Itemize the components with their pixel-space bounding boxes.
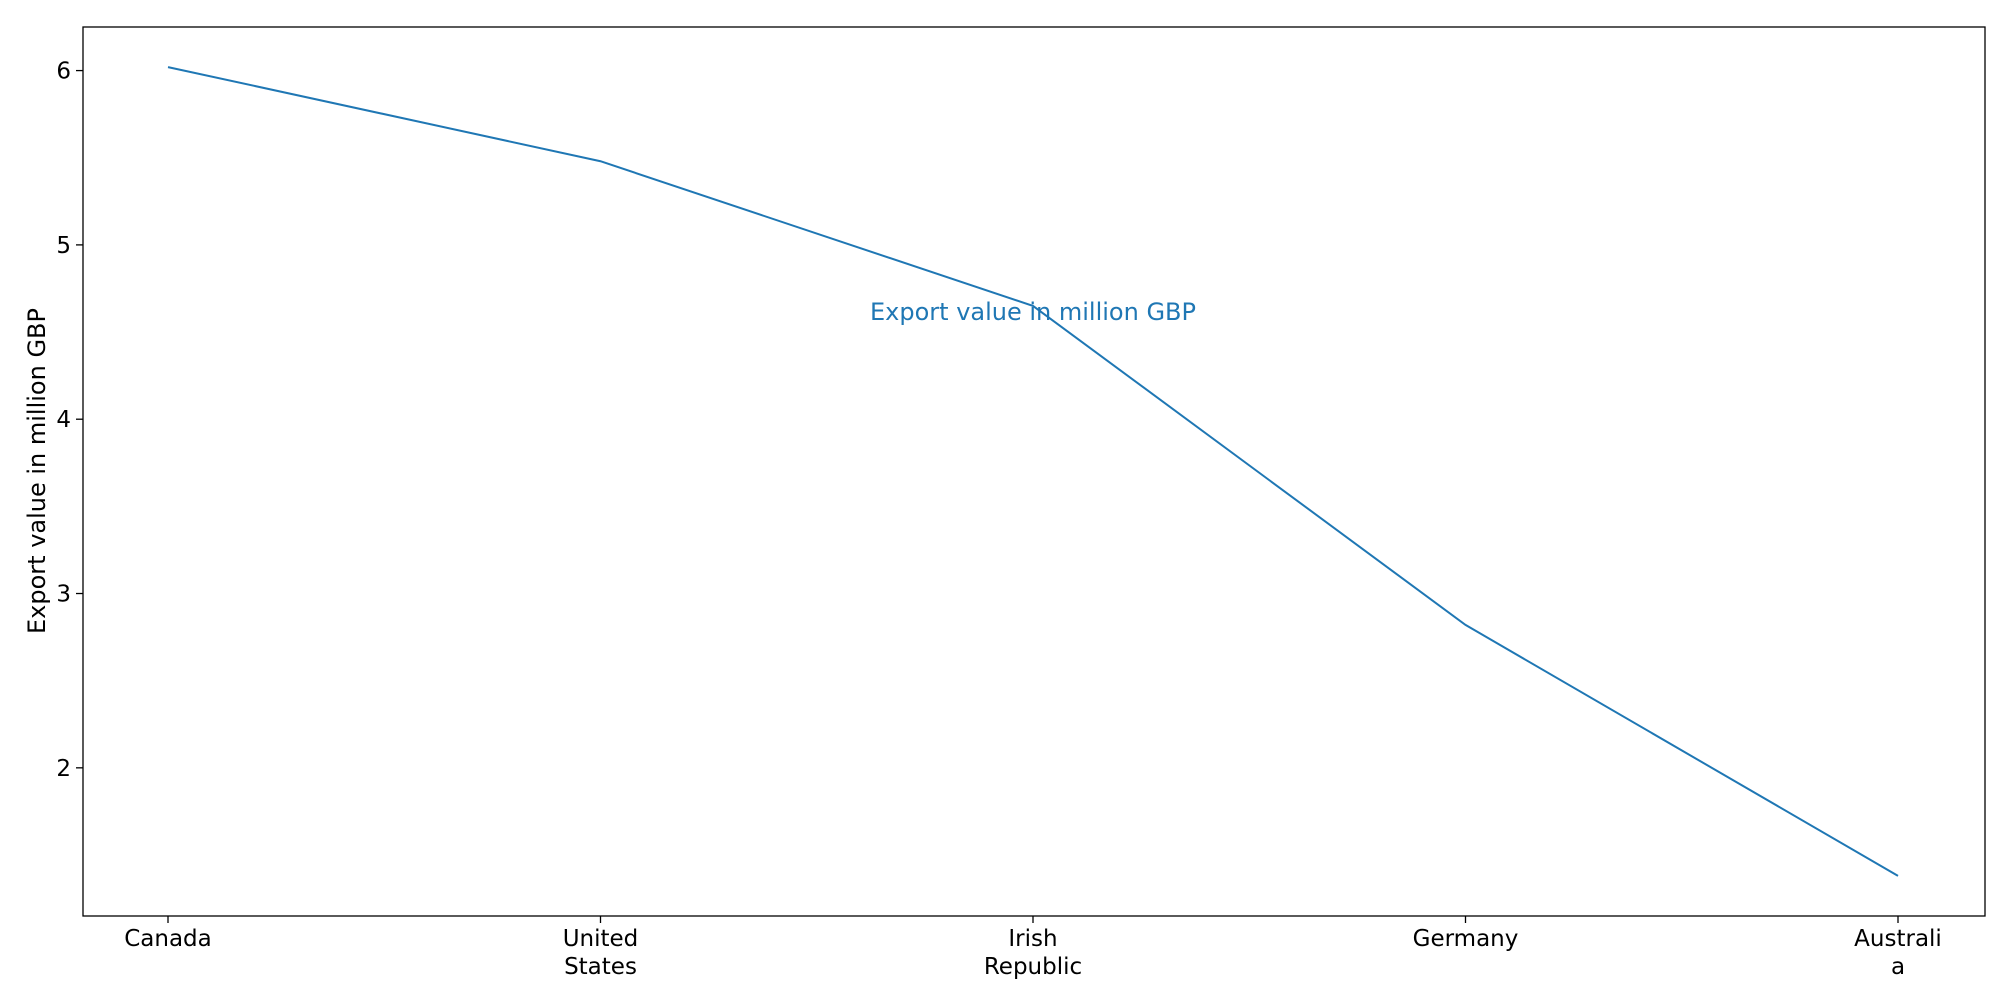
y-tick-label: 2	[56, 756, 71, 782]
x-axis-ticks: Canada United States Irish Republic Germany Au…	[124, 916, 1942, 980]
series-line	[167, 66, 1899, 877]
x-tick-label: Canada	[124, 926, 212, 952]
y-tick-label: 3	[56, 582, 71, 608]
series-annotation: Export value in million GBP	[870, 298, 1196, 326]
y-tick-label: 5	[56, 233, 71, 259]
x-tick-label: Germany	[1413, 926, 1519, 952]
y-axis-label: Export value in million GBP	[23, 308, 51, 634]
series-group	[167, 66, 1899, 877]
x-tick-label: Australi a	[1854, 926, 1942, 980]
y-axis-ticks: 2 3 4 5 6	[56, 59, 83, 782]
y-tick-label: 4	[56, 407, 71, 433]
plot-frame	[82, 26, 1986, 917]
y-tick-label: 6	[56, 59, 71, 85]
x-tick-label: United States	[563, 926, 639, 980]
x-tick-label: Irish Republic	[984, 926, 1082, 980]
